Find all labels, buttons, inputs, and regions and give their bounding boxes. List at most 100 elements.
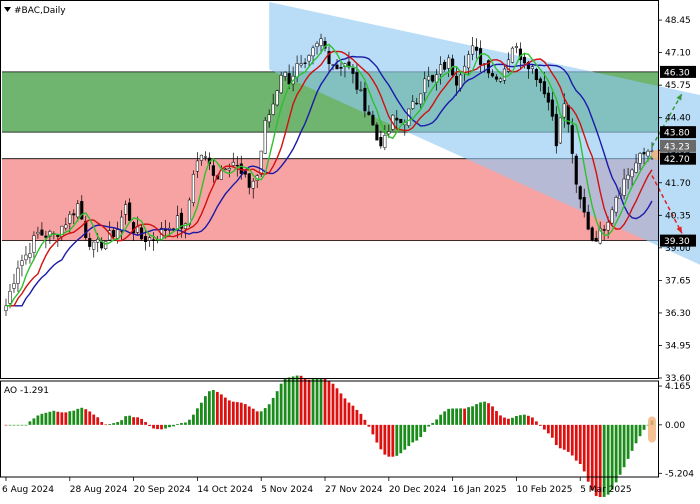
ao-bar bbox=[530, 417, 534, 425]
ao-bar bbox=[60, 412, 64, 425]
candle bbox=[231, 161, 235, 166]
ao-bar bbox=[407, 424, 411, 447]
ao-bar bbox=[439, 414, 443, 425]
ao-bar bbox=[634, 424, 638, 444]
ao-bar bbox=[315, 378, 319, 425]
ao-bar bbox=[12, 424, 16, 426]
candle bbox=[72, 213, 76, 216]
candle bbox=[28, 253, 32, 258]
candle bbox=[590, 227, 594, 241]
ao-bar bbox=[128, 415, 132, 425]
candle bbox=[367, 111, 371, 115]
price-tick-label: 36.30 bbox=[665, 309, 691, 319]
ao-bar bbox=[116, 422, 120, 425]
candle bbox=[40, 229, 44, 236]
candle bbox=[128, 202, 132, 221]
price-tick-label: 44.40 bbox=[665, 114, 691, 124]
candle bbox=[562, 103, 566, 118]
ao-bar bbox=[622, 424, 626, 468]
ao-bar bbox=[574, 424, 578, 461]
ao-bar bbox=[156, 424, 159, 430]
ao-bar bbox=[259, 411, 263, 425]
candle bbox=[594, 237, 598, 242]
ao-bar bbox=[399, 424, 403, 454]
candle bbox=[447, 57, 451, 69]
ao-bar bbox=[511, 417, 514, 425]
ao-bar bbox=[538, 424, 542, 426]
price-tick-label: 48.45 bbox=[665, 16, 691, 26]
ao-bar bbox=[120, 420, 124, 425]
ao-bar bbox=[319, 378, 323, 425]
candle bbox=[586, 211, 590, 230]
ao-bar bbox=[100, 422, 104, 425]
candle bbox=[598, 228, 602, 244]
candle bbox=[383, 135, 387, 148]
candle bbox=[467, 54, 471, 69]
candle bbox=[439, 64, 443, 75]
ao-tick-label: 4.165 bbox=[665, 382, 691, 392]
candle bbox=[36, 231, 40, 235]
moving-average-3 bbox=[6, 43, 653, 307]
candle bbox=[239, 163, 243, 174]
ao-bar bbox=[503, 417, 506, 425]
ao-bar bbox=[347, 402, 351, 425]
candle bbox=[542, 81, 546, 95]
ao-bar bbox=[223, 397, 227, 425]
ao-bar bbox=[307, 379, 311, 425]
ao-bar bbox=[387, 424, 391, 457]
ao-bar bbox=[590, 424, 594, 491]
candle bbox=[355, 72, 359, 90]
candle bbox=[558, 117, 562, 144]
ao-bar bbox=[554, 424, 558, 446]
ao-bar bbox=[72, 410, 76, 425]
candle bbox=[144, 236, 148, 243]
candle bbox=[116, 229, 120, 239]
ao-bar bbox=[435, 419, 439, 425]
candle bbox=[307, 55, 311, 62]
candle bbox=[84, 220, 88, 238]
candle bbox=[96, 238, 100, 243]
candle bbox=[606, 221, 610, 231]
ao-bar bbox=[235, 402, 239, 425]
ao-bar bbox=[610, 424, 614, 490]
candle bbox=[120, 216, 124, 232]
ao-bar bbox=[144, 422, 147, 425]
ao-bar bbox=[586, 424, 590, 482]
candle bbox=[311, 47, 315, 57]
ao-bar bbox=[52, 410, 56, 425]
price-marker-label: 43.23 bbox=[664, 142, 690, 152]
ao-bar bbox=[136, 417, 139, 425]
ao-bar bbox=[391, 424, 395, 457]
ao-bar bbox=[32, 418, 36, 425]
price-marker-box bbox=[660, 152, 696, 165]
candle bbox=[68, 213, 72, 224]
ao-bar bbox=[251, 408, 255, 425]
candle bbox=[415, 102, 419, 105]
candle bbox=[475, 46, 479, 51]
ao-bar bbox=[411, 424, 415, 443]
candle bbox=[195, 160, 199, 172]
candle bbox=[630, 169, 634, 178]
ao-bar bbox=[28, 421, 32, 425]
ao-bar bbox=[614, 424, 618, 483]
ao-bar bbox=[20, 424, 24, 426]
ao-bar bbox=[467, 407, 470, 425]
moving-average-1 bbox=[6, 55, 653, 307]
ao-bar bbox=[227, 400, 231, 425]
ao-bar bbox=[239, 402, 243, 425]
candle bbox=[339, 66, 343, 69]
ao-bar bbox=[80, 407, 84, 425]
candle bbox=[151, 239, 156, 241]
time-tick-label: 5 Mar 2025 bbox=[580, 485, 631, 495]
candle bbox=[179, 212, 184, 229]
ao-bar bbox=[471, 406, 474, 425]
candle bbox=[199, 154, 203, 161]
time-tick-label: 6 Aug 2024 bbox=[2, 485, 54, 495]
candle bbox=[522, 56, 526, 64]
price-marker-box bbox=[660, 234, 696, 247]
ao-bar bbox=[172, 424, 175, 427]
ao-bar bbox=[630, 424, 634, 451]
ao-bar bbox=[124, 416, 128, 425]
ao-bar bbox=[160, 424, 163, 430]
